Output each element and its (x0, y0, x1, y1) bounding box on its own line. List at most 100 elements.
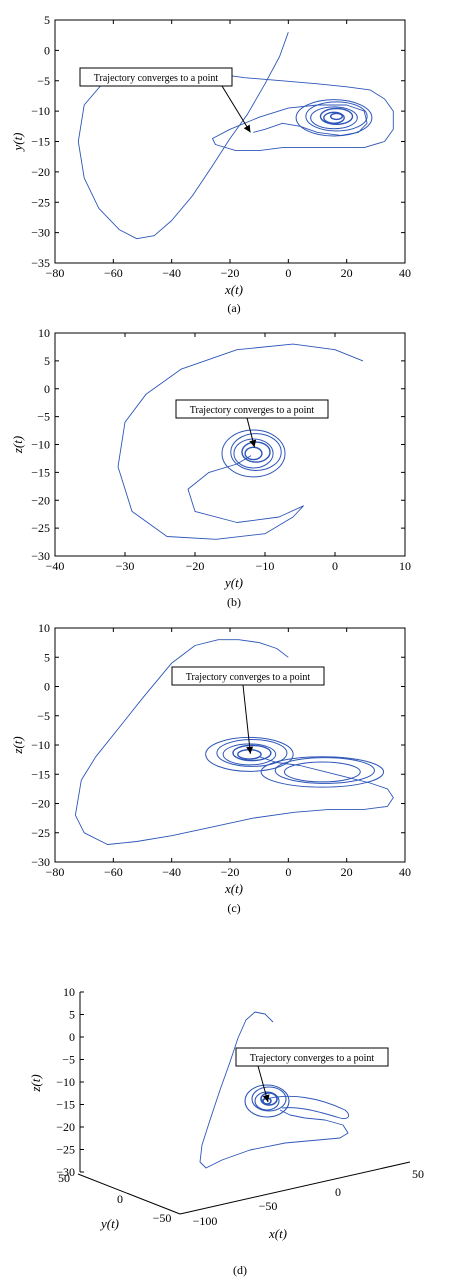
z-tick-label: 5 (69, 1008, 75, 1022)
attractor-loop (295, 99, 373, 137)
y-tick-label: 10 (38, 326, 50, 340)
x-tick-label: 20 (341, 266, 353, 280)
attractor-loop (233, 438, 274, 469)
z-tick-label: −20 (56, 1120, 75, 1134)
annotation-text: Trajectory converges to a point (190, 405, 315, 416)
x-tick-label: 40 (399, 865, 411, 879)
trajectory-path (74, 639, 394, 845)
z-tick-label: −30 (56, 1165, 75, 1179)
y-tick-label: −15 (31, 767, 50, 781)
x-tick-label: −30 (116, 559, 135, 573)
attractor-loop (329, 112, 344, 121)
y-tick-label: 0 (117, 1192, 123, 1206)
panel-caption: (a) (227, 301, 240, 315)
plot-frame (54, 627, 406, 863)
x-tick-label: 50 (412, 1167, 424, 1181)
z-tick-label: −25 (56, 1143, 75, 1157)
attractor-tail-loop (260, 756, 385, 788)
z-axis-label: z(t) (28, 1074, 43, 1092)
y-axis-label: y(t) (99, 1216, 119, 1231)
x-tick-label: 0 (332, 559, 338, 573)
z-tick-label: −5 (62, 1053, 75, 1067)
attractor-loop (244, 446, 263, 461)
y-tick-label: −10 (31, 104, 50, 118)
annotation-text: Trajectory converges to a point (250, 1053, 375, 1064)
panel-b: −40 −30 −20 −10 0 101050−5−10−15−20−25−30y(t)… (10, 326, 411, 609)
annotation-text: Trajectory converges to a point (94, 73, 219, 84)
attractor-loop (205, 736, 294, 772)
x-tick-label: −20 (221, 266, 240, 280)
attractor-loop (323, 111, 345, 124)
z-tick-label: 10 (63, 985, 75, 999)
y-tick-label: −25 (31, 195, 50, 209)
y-tick-label: −15 (31, 465, 50, 479)
y-tick-label: 50 (58, 1171, 70, 1185)
y-tick-label: −10 (31, 438, 50, 452)
y-tick-label: −30 (31, 549, 50, 563)
x-tick-label: 0 (285, 266, 291, 280)
x-axis-label: x(t) (224, 881, 243, 896)
x-tick-label: −40 (162, 266, 181, 280)
annotation-box (235, 1047, 389, 1067)
y-tick-label: 0 (44, 382, 50, 396)
y-axis-label: y(t) (10, 132, 25, 152)
y-tick-label: −20 (31, 797, 50, 811)
annotation-arrowhead (262, 1094, 270, 1102)
x-tick-label: −80 (46, 266, 65, 280)
attractor-loop (260, 1092, 278, 1106)
y-tick-label: −30 (31, 226, 50, 240)
x-axis-line (179, 1161, 411, 1215)
x-tick-label: −80 (46, 865, 65, 879)
attractor-loop (254, 1091, 280, 1111)
x-axis-label: x(t) (224, 282, 243, 297)
y-tick-label: −30 (31, 855, 50, 869)
attractor-loop (310, 106, 358, 130)
y-tick-label: −5 (37, 410, 50, 424)
z-tick-label: −10 (56, 1075, 75, 1089)
y-tick-label: −5 (37, 709, 50, 723)
annotation-arrowhead (249, 439, 257, 448)
trajectory-path (117, 343, 364, 540)
x-tick-label: −20 (186, 559, 205, 573)
y-tick-label: 5 (44, 650, 50, 664)
y-axis-label: z(t) (10, 436, 25, 454)
x-tick-label: 0 (285, 865, 291, 879)
y-tick-label: −50 (153, 1211, 172, 1225)
x-axis-label: y(t) (223, 575, 243, 590)
x-tick-label: −60 (104, 266, 123, 280)
x-tick-label: −20 (221, 865, 240, 879)
annotation-arrowhead (246, 746, 254, 754)
attractor-tail-loop (283, 761, 361, 783)
y-tick-label: −5 (37, 74, 50, 88)
attractor-tail-loop (274, 757, 375, 784)
attractor-loop (241, 441, 271, 463)
y-tick-label: 5 (44, 13, 50, 27)
x-tick-label: −100 (193, 1214, 218, 1228)
panel-caption: (b) (227, 595, 241, 609)
z-tick-label: −15 (56, 1098, 75, 1112)
attractor-loop (230, 433, 282, 471)
y-tick-label: −15 (31, 135, 50, 149)
x-tick-label: 10 (399, 559, 411, 573)
y-tick-label: 0 (44, 43, 50, 57)
annotation-box (175, 399, 329, 419)
z-tick-label: 0 (69, 1030, 75, 1044)
trajectory-path (199, 1011, 349, 1169)
annotation-text: Trajectory converges to a point (186, 672, 311, 683)
annotation-box (79, 67, 233, 87)
panel-a: −80 −60 −40 −20 0 20 40 5 0 −5 −10 −15 −20 −25 −30 −35 x… (10, 13, 411, 315)
attractor-tail (261, 1095, 350, 1119)
attractor-loop (244, 1084, 290, 1118)
y-tick-label: 5 (44, 354, 50, 368)
y-tick-label: −20 (31, 165, 50, 179)
x-tick-label: −40 (162, 865, 181, 879)
y-tick-label: −25 (31, 521, 50, 535)
annotation-arrow (242, 684, 251, 754)
x-tick-label: −50 (259, 1199, 278, 1213)
x-tick-label: −60 (104, 865, 123, 879)
annotation-arrowhead (243, 124, 251, 133)
attractor-loop (319, 107, 354, 125)
panel-caption: (c) (227, 901, 240, 915)
plot-frame (54, 19, 406, 264)
x-tick-label: −40 (46, 559, 65, 573)
